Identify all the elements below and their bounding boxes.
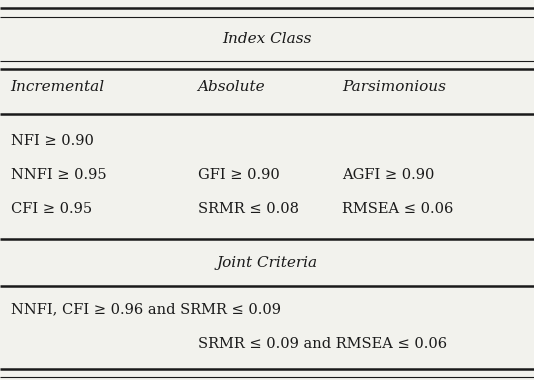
Text: Absolute: Absolute: [198, 81, 265, 94]
Text: Incremental: Incremental: [11, 81, 105, 94]
Text: Index Class: Index Class: [222, 32, 312, 46]
Text: NNFI, CFI ≥ 0.96 and SRMR ≤ 0.09: NNFI, CFI ≥ 0.96 and SRMR ≤ 0.09: [11, 303, 281, 317]
Text: GFI ≥ 0.90: GFI ≥ 0.90: [198, 168, 279, 182]
Text: Parsimonious: Parsimonious: [342, 81, 446, 94]
Text: Joint Criteria: Joint Criteria: [216, 256, 318, 269]
Text: SRMR ≤ 0.08: SRMR ≤ 0.08: [198, 202, 299, 216]
Text: RMSEA ≤ 0.06: RMSEA ≤ 0.06: [342, 202, 453, 216]
Text: AGFI ≥ 0.90: AGFI ≥ 0.90: [342, 168, 434, 182]
Text: NNFI ≥ 0.95: NNFI ≥ 0.95: [11, 168, 106, 182]
Text: SRMR ≤ 0.09 and RMSEA ≤ 0.06: SRMR ≤ 0.09 and RMSEA ≤ 0.06: [198, 337, 447, 351]
Text: CFI ≥ 0.95: CFI ≥ 0.95: [11, 202, 92, 216]
Text: NFI ≥ 0.90: NFI ≥ 0.90: [11, 134, 93, 147]
